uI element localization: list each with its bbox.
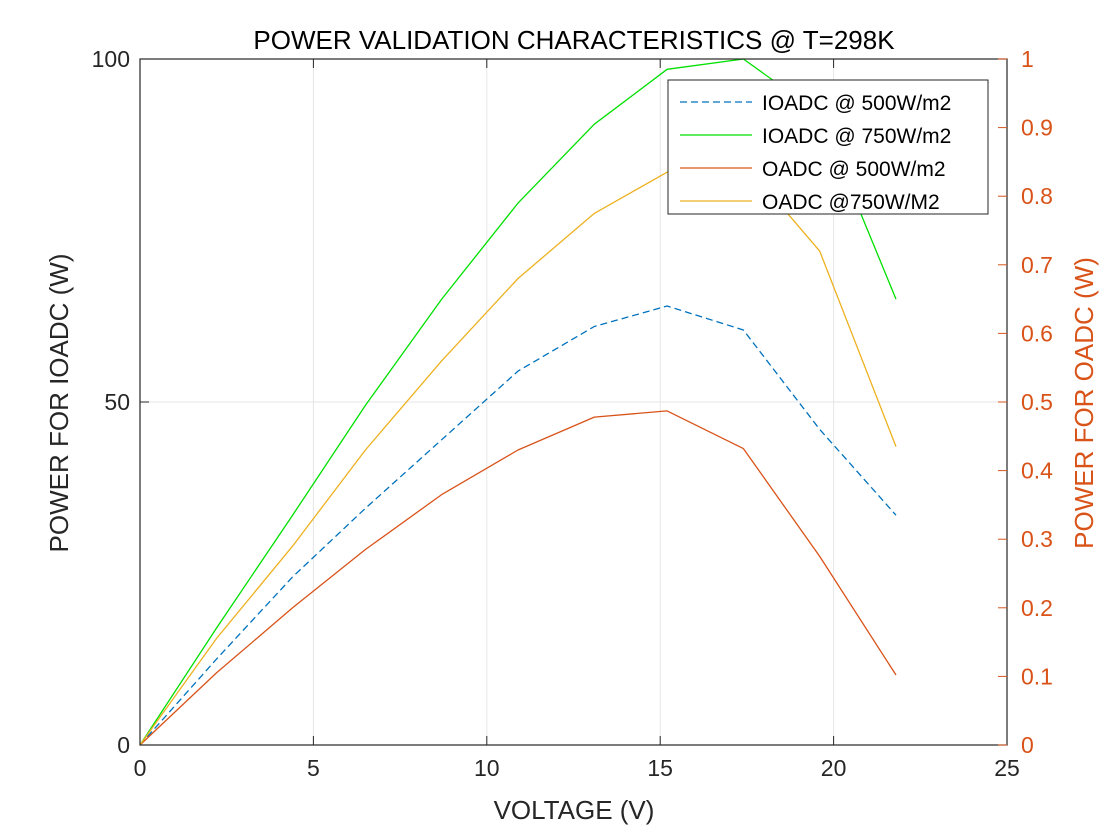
x-axis-label: VOLTAGE (V) xyxy=(494,795,655,825)
y-left-tick-label: 50 xyxy=(104,389,130,415)
y-right-tick-label: 0.5 xyxy=(1021,389,1053,415)
x-tick-label: 5 xyxy=(307,755,320,781)
y-right-tick-label: 0.3 xyxy=(1021,526,1053,552)
y-left-tick-labels: 0 50 100 xyxy=(92,46,130,758)
y-axis-label-left: POWER FOR IOADC (W) xyxy=(44,254,74,553)
y-right-tick-label: 0.7 xyxy=(1021,252,1053,278)
x-tick-label: 20 xyxy=(821,755,847,781)
legend-box xyxy=(667,79,989,215)
x-tick-label: 10 xyxy=(474,755,500,781)
y-right-tick-label: 0.8 xyxy=(1021,183,1053,209)
y-right-tick-label: 0 xyxy=(1021,732,1034,758)
legend: IOADC @ 500W/m2 IOADC @ 750W/m2 OADC @ 500… xyxy=(667,79,989,215)
series-line-0 xyxy=(139,305,897,746)
x-tick-label: 25 xyxy=(994,755,1020,781)
y-axis-label-right: POWER FOR OADC (W) xyxy=(1069,257,1099,549)
chart-title: POWER VALIDATION CHARACTERISTICS @ T=298… xyxy=(253,25,895,55)
y-right-tick-label: 1 xyxy=(1021,46,1034,72)
series-lines xyxy=(139,58,897,746)
y-right-tick-label: 0.9 xyxy=(1021,115,1053,141)
legend-label-3: OADC @750W/M2 xyxy=(762,191,940,214)
series-line-1 xyxy=(139,58,897,746)
y-right-tick-label: 0.6 xyxy=(1021,320,1053,346)
tick-marks xyxy=(139,58,1008,746)
y-right-tick-label: 0.2 xyxy=(1021,595,1053,621)
x-tick-label: 15 xyxy=(647,755,673,781)
x-tick-labels: 0 5 10 15 20 25 xyxy=(134,755,1020,781)
y-right-tick-label: 0.1 xyxy=(1021,663,1053,689)
y-right-tick-labels: 0 0.1 0.2 0.3 0.4 0.5 0.6 0.7 0.8 0.9 1 xyxy=(1021,46,1053,758)
legend-label-0: IOADC @ 500W/m2 xyxy=(762,92,951,115)
legend-label-1: IOADC @ 750W/m2 xyxy=(762,125,951,148)
y-left-tick-label: 100 xyxy=(92,46,130,72)
x-tick-label: 0 xyxy=(134,755,147,781)
y-right-tick-label: 0.4 xyxy=(1021,458,1053,484)
series-line-2 xyxy=(139,410,897,746)
y-left-tick-label: 0 xyxy=(117,732,130,758)
legend-label-2: OADC @ 500W/m2 xyxy=(762,158,946,181)
